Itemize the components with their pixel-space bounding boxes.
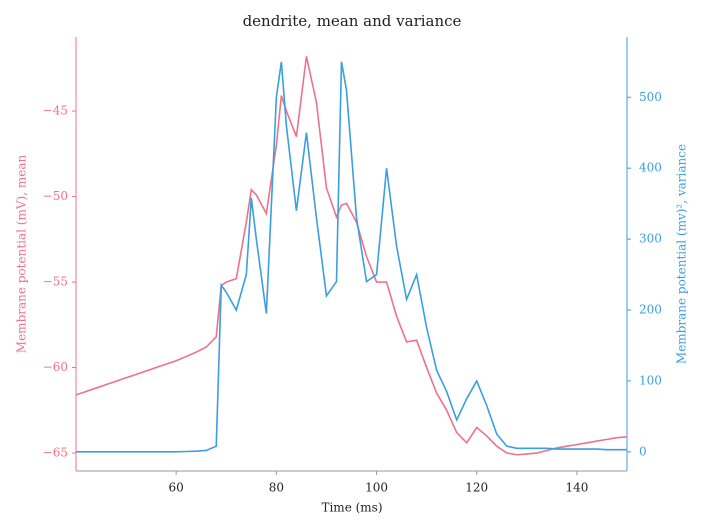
series-line [76, 61, 627, 453]
y-tick-label: −50 [43, 189, 68, 203]
x-tick-label: 100 [365, 481, 388, 495]
y2-tick-label: 100 [639, 373, 662, 387]
chart-title: dendrite, mean and variance [243, 12, 462, 30]
y2-tick-label: 0 [639, 444, 647, 458]
series-line [75, 56, 628, 456]
x-tick-label: 60 [169, 481, 184, 495]
y2-tick-label: 200 [639, 303, 662, 317]
x-tick-label: 120 [465, 481, 488, 495]
y-tick-label: −60 [43, 360, 68, 374]
y-tick-label: −55 [43, 275, 68, 289]
x-axis-label: Time (ms) [321, 501, 382, 515]
y2-tick-label: 300 [639, 232, 662, 246]
y-axis-label: Membrane potential (mV), mean [15, 155, 29, 354]
y-tick-label: −65 [43, 446, 68, 460]
y2-axis-label: Membrane potential (mv)², variance [675, 144, 689, 364]
y-tick-label: −45 [43, 104, 68, 118]
y2-tick-label: 400 [639, 161, 662, 175]
x-tick-label: 80 [269, 481, 284, 495]
y2-tick-label: 500 [639, 90, 662, 104]
x-tick-label: 140 [565, 481, 588, 495]
